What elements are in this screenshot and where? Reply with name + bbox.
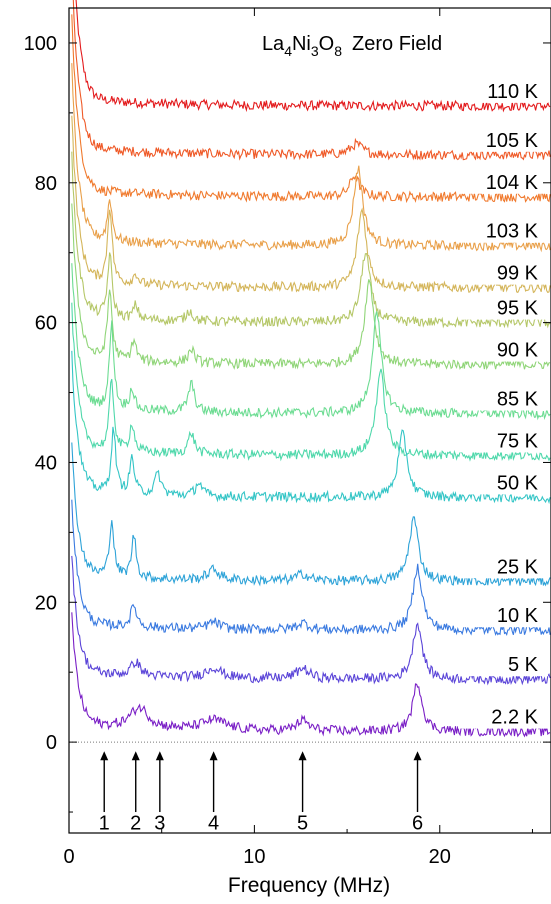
label-backdrop (458, 216, 548, 243)
axis-ticks: 0 10 20 0 20 40 60 80 100 (24, 8, 551, 868)
y-tick-label: 100 (24, 33, 57, 55)
marker-arrowhead (413, 751, 422, 761)
series-label: 85 K (497, 389, 539, 411)
series-line (71, 499, 551, 636)
title-part: Zero Field (352, 33, 442, 55)
title-sub: 4 (284, 43, 292, 59)
title-sub: 3 (311, 43, 319, 59)
series-line (75, 0, 551, 113)
series-label: 90 K (497, 340, 539, 362)
marker-label: 6 (412, 813, 423, 835)
marker-arrowhead (100, 751, 109, 761)
marker-label: 1 (99, 813, 110, 835)
label-backdrop (458, 426, 548, 453)
series-label: 2.2 K (491, 707, 538, 729)
y-tick-label: 0 (46, 732, 57, 754)
marker-label: 4 (208, 813, 219, 835)
series-label: 10 K (497, 605, 539, 627)
series-label: 5 K (508, 654, 539, 676)
marker-label: 3 (154, 813, 165, 835)
x-tick-label: 10 (243, 846, 265, 868)
chart-title: La4Ni3O8 Zero Field (262, 33, 442, 59)
title-part: Ni (292, 33, 311, 55)
series-label: 99 K (497, 263, 539, 285)
marker-label: 2 (130, 813, 141, 835)
series-line (71, 442, 551, 587)
y-tick-label: 40 (35, 452, 57, 474)
series-label: 103 K (486, 221, 539, 243)
marker-label: 5 (297, 813, 308, 835)
label-backdrop (458, 76, 548, 103)
series-line (71, 350, 551, 505)
label-backdrop (458, 258, 548, 285)
marker-arrowhead (209, 751, 218, 761)
series-line (71, 302, 551, 462)
series-line (71, 115, 551, 294)
series-line (72, 0, 551, 161)
label-backdrop (458, 468, 548, 495)
series-line (71, 263, 551, 421)
label-backdrop (458, 293, 548, 320)
series-label: 50 K (497, 472, 539, 494)
title-part: O (319, 33, 335, 55)
label-backdrop (458, 552, 548, 579)
series-line (71, 203, 551, 370)
marker-arrowhead (131, 751, 140, 761)
series-label: 75 K (497, 430, 539, 452)
series-label: 95 K (497, 298, 539, 320)
series-label: 25 K (497, 556, 539, 578)
label-backdrop (458, 650, 548, 677)
plot-frame (68, 7, 551, 834)
series-line (71, 612, 551, 738)
title-sub: 8 (334, 43, 342, 59)
label-backdrop (458, 702, 548, 729)
label-backdrop (458, 167, 548, 194)
series-labels: 110 K 105 K 104 K 103 K 99 K 95 K 90 K 85 K 75 K… (458, 76, 548, 729)
x-tick-label: 20 (429, 846, 451, 868)
label-backdrop (458, 601, 548, 628)
x-tick-label: 0 (63, 846, 74, 868)
series-label: 105 K (486, 130, 539, 152)
y-tick-label: 80 (35, 173, 57, 195)
label-backdrop (458, 125, 548, 152)
series-label: 110 K (487, 81, 538, 103)
series-label: 104 K (486, 172, 539, 194)
label-backdrop (458, 335, 548, 362)
x-axis-label: Frequency (MHz) (228, 874, 390, 897)
y-tick-label: 20 (35, 592, 57, 614)
title-part: La (262, 33, 285, 55)
label-backdrop (458, 384, 548, 411)
y-tick-label: 60 (35, 313, 57, 335)
marker-arrowhead (155, 751, 164, 761)
marker-arrowhead (298, 751, 307, 761)
series-line (71, 63, 551, 253)
